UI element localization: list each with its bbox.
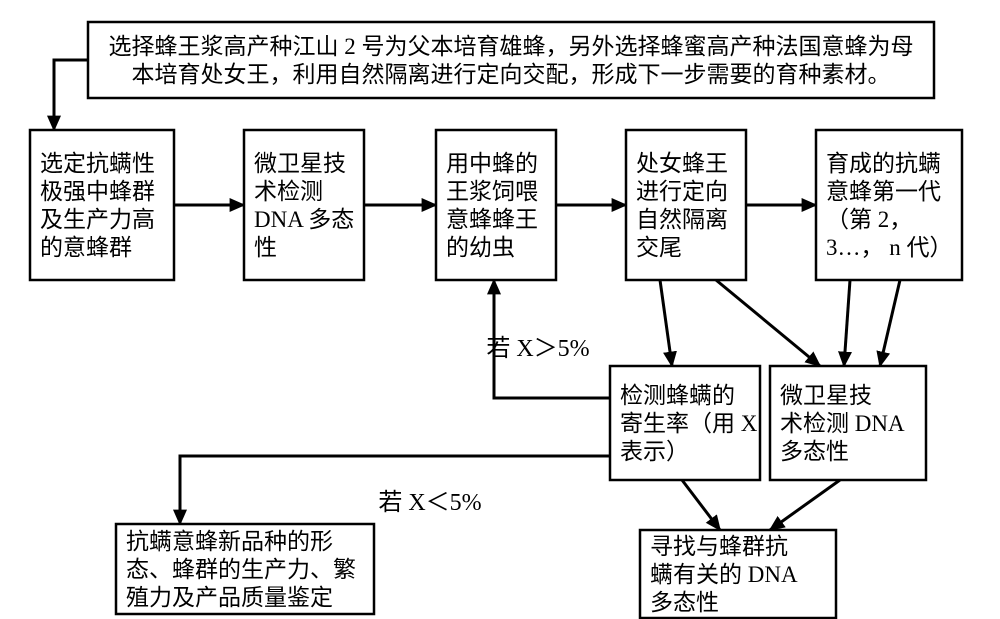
node-text: 性: [254, 235, 277, 260]
node-text: 的意蜂群: [40, 235, 132, 260]
node-text: 抗螨意蜂新品种的形: [126, 529, 333, 554]
node-text: 多态性: [780, 439, 849, 464]
flow-node-n3: 用中蜂的王浆饲喂意蜂蜂王的幼虫: [436, 130, 556, 280]
node-text: 自然隔离: [636, 207, 728, 232]
node-text: 螨有关的 DNA: [650, 562, 798, 587]
node-text: 意蜂第一代: [826, 179, 941, 204]
flow-node-n6: 检测蜂螨的寄生率（用 X 表示）: [610, 366, 760, 480]
flow-node-n5: 育成的抗螨意蜂第一代 （第 2， 3…， n 代）: [816, 130, 962, 280]
flow-node-n1: 选定抗螨性极强中蜂群及生产力高的意蜂群: [30, 130, 174, 280]
node-text: 微卫星技: [780, 383, 872, 408]
flow-node-n4: 处女蜂王进行定向自然隔离交尾: [626, 130, 746, 280]
node-text: （第 2，: [826, 207, 912, 232]
node-text: 进行定向: [636, 179, 728, 204]
flow-arrow: [716, 280, 820, 366]
flow-arrow: [660, 280, 672, 366]
flow-node-n7: 微卫星技术检测 DNA 多态性: [770, 366, 926, 480]
node-text: 检测蜂螨的: [620, 383, 735, 408]
flow-arrow: [844, 280, 850, 366]
node-text: 及生产力高: [40, 207, 155, 232]
node-text: 术检测 DNA: [780, 411, 905, 436]
flow-arrow: [682, 480, 720, 530]
node-text: 育成的抗螨: [826, 151, 941, 176]
node-text: DNA 多态: [254, 207, 354, 232]
node-text: 殖力及产品质量鉴定: [126, 585, 333, 610]
node-text: 王浆饲喂: [446, 179, 538, 204]
node-text: 表示）: [620, 439, 689, 464]
node-text: 极强中蜂群: [40, 179, 155, 204]
node-text: 交尾: [636, 235, 682, 260]
flow-arrow: [770, 480, 840, 530]
node-text: 处女蜂王: [636, 151, 728, 176]
edge-label: 若 X＜5%: [378, 489, 481, 516]
node-text: 术检测: [254, 179, 323, 204]
edge-label: 若 X＞5%: [486, 335, 589, 362]
flow-node-top: 选择蜂王浆高产种江山 2 号为父本培育雄蜂，另外选择蜂蜜高产种法国意蜂为母本培育…: [88, 22, 934, 98]
node-text: 寻找与蜂群抗: [650, 534, 788, 559]
node-text: 选择蜂王浆高产种江山 2 号为父本培育雄蜂，另外选择蜂蜜高产种法国意蜂为母: [109, 34, 914, 59]
flow-arrow: [54, 60, 88, 130]
node-text: 选定抗螨性: [40, 151, 155, 176]
node-text: 的幼虫: [446, 235, 515, 260]
flow-node-n8: 抗螨意蜂新品种的形态、蜂群的生产力、繁殖力及产品质量鉴定: [116, 524, 374, 614]
node-text: 多态性: [650, 590, 719, 615]
node-text: 本培育处女王，利用自然隔离进行定向交配，形成下一步需要的育种素材。: [132, 62, 891, 87]
node-text: 寄生率（用 X: [620, 411, 758, 436]
node-text: 用中蜂的: [446, 151, 538, 176]
node-text: 微卫星技: [254, 151, 346, 176]
node-text: 3…， n 代）: [826, 235, 953, 260]
flow-node-n2: 微卫星技术检测 DNA 多态性: [244, 130, 364, 280]
node-text: 意蜂蜂王: [446, 207, 538, 232]
node-text: 态、蜂群的生产力、繁: [126, 557, 356, 582]
flow-node-n9: 寻找与蜂群抗螨有关的 DNA 多态性: [640, 530, 836, 618]
flow-arrow: [880, 280, 900, 366]
